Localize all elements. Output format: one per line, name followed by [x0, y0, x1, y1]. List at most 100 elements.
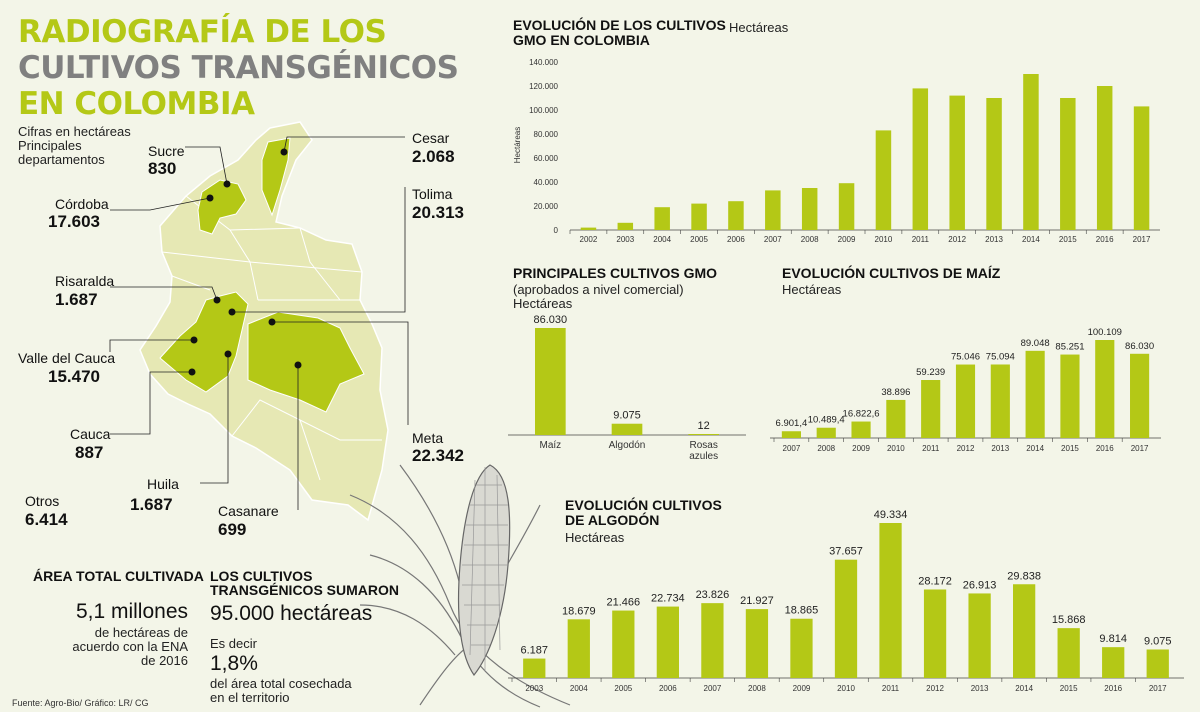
- maiz-bar: [851, 421, 871, 438]
- sumaron-desc-1: del área total cosechada: [210, 676, 352, 691]
- area-total-value: 5,1 millones: [75, 600, 188, 623]
- dept-casanare-value: 699: [218, 520, 247, 539]
- maiz-bar: [955, 364, 976, 438]
- dept-cesar-value: 2.068: [412, 147, 455, 166]
- algodon-bar: [745, 609, 769, 678]
- principales-bar: [611, 423, 643, 435]
- sumaron-es-decir: Es decir: [210, 636, 257, 651]
- algodon-bar: [1146, 649, 1169, 678]
- maiz-x-label: 2013: [991, 444, 1009, 453]
- gmo-bar: [949, 95, 965, 230]
- maiz-x-label: 2015: [1061, 444, 1079, 453]
- gmo-ytick-label: 60.000: [534, 154, 559, 163]
- principales-x-label: Rosas: [689, 440, 717, 451]
- principales-x-label: Algodón: [609, 440, 646, 451]
- area-total-title: ÁREA TOTAL CULTIVADA: [33, 568, 204, 584]
- algodon-data-label: 22.734: [651, 593, 685, 605]
- gmo-bar: [1133, 106, 1150, 230]
- sumaron-desc-2: en el territorio: [210, 690, 290, 705]
- maiz-bar: [1095, 340, 1115, 438]
- dept-valle-name: Valle del Cauca: [18, 350, 116, 366]
- maiz-x-label: 2010: [887, 444, 905, 453]
- gmo-ylabel: Hectáreas: [513, 127, 522, 163]
- dept-casanare-name: Casanare: [218, 503, 279, 519]
- gmo-bar: [765, 190, 781, 230]
- dept-valle-value: 15.470: [48, 367, 100, 386]
- algodon-data-label: 9.075: [1144, 635, 1172, 647]
- gmo-ytick-label: 20.000: [534, 202, 559, 211]
- area-total-desc-3: de 2016: [141, 653, 188, 668]
- principales-unit: Hectáreas: [513, 296, 573, 311]
- dept-cauca-value: 887: [75, 443, 104, 462]
- algodon-data-label: 23.826: [696, 589, 730, 601]
- gmo-bar: [617, 222, 634, 230]
- gmo-bar: [580, 227, 597, 230]
- dept-tolima-name: Tolima: [412, 186, 453, 202]
- algodon-chart: 6.187 2003 18.679 2004 21.466 2005 22.734 2006 2…: [508, 509, 1184, 693]
- algodon-x-label: 2013: [971, 684, 989, 693]
- algodon-bar: [1057, 628, 1080, 678]
- algodon-data-label: 6.187: [521, 645, 549, 657]
- maiz-x-label: 2012: [957, 444, 975, 453]
- gmo-x-label: 2017: [1133, 235, 1151, 244]
- algodon-bar: [968, 593, 991, 678]
- algodon-data-label: 15.868: [1052, 614, 1086, 626]
- gmo-x-label: 2016: [1096, 235, 1114, 244]
- gmo-x-label: 2011: [912, 235, 930, 244]
- title-line3: EN COLOMBIA: [18, 86, 255, 122]
- title-line2: CULTIVOS TRANSGÉNICOS: [18, 50, 459, 86]
- dept-huila-name: Huila: [147, 476, 179, 492]
- dept-sucre-value: 830: [148, 159, 177, 178]
- maiz-title: EVOLUCIÓN CULTIVOS DE MAÍZ: [782, 265, 1001, 281]
- maiz-data-label: 10.489,4: [808, 415, 845, 426]
- gmo-ytick-label: 40.000: [534, 178, 559, 187]
- maiz-chart: 6.901,4 2007 10.489,4 2008 16.822,6 2009 38.89…: [770, 327, 1161, 453]
- gmo-x-label: 2015: [1059, 235, 1077, 244]
- algodon-x-label: 2014: [1015, 684, 1033, 693]
- gmo-bar: [838, 183, 855, 230]
- algodon-data-label: 29.838: [1007, 570, 1041, 582]
- algodon-bar: [1102, 647, 1125, 678]
- maiz-bar: [921, 380, 941, 438]
- colombia-map: [109, 121, 409, 522]
- gmo-bar: [1060, 98, 1076, 230]
- gmo-x-label: 2007: [764, 235, 782, 244]
- maiz-data-label: 75.046: [951, 352, 980, 363]
- algodon-data-label: 26.913: [963, 579, 997, 591]
- algodon-bar: [923, 589, 947, 678]
- source-note: Fuente: Agro-Bio/ Gráfico: LR/ CG: [12, 698, 149, 708]
- algodon-x-label: 2008: [748, 684, 766, 693]
- principales-x-label: Maíz: [539, 440, 561, 451]
- gmo-bar: [912, 88, 929, 231]
- sumaron-value: 95.000 hectáreas: [210, 602, 373, 625]
- algodon-data-label: 9.814: [1099, 633, 1127, 645]
- maiz-x-label: 2017: [1131, 444, 1149, 453]
- principales-title: PRINCIPALES CULTIVOS GMO: [513, 265, 718, 281]
- gmo-ytick-label: 100.000: [529, 106, 558, 115]
- area-total-desc-1: de hectáreas de: [94, 625, 188, 640]
- algodon-data-label: 18.679: [562, 605, 596, 617]
- maiz-x-label: 2008: [817, 444, 835, 453]
- gmo-x-label: 2014: [1022, 235, 1040, 244]
- gmo-bar: [1023, 74, 1039, 230]
- sumaron-title-2: TRANSGÉNICOS SUMARON: [210, 582, 400, 598]
- gmo-x-label: 2008: [801, 235, 819, 244]
- algodon-bar: [523, 658, 546, 678]
- algodon-bar: [701, 603, 724, 678]
- algodon-bar: [879, 523, 902, 678]
- gmo-x-label: 2005: [690, 235, 708, 244]
- dept-cesar-name: Cesar: [412, 130, 450, 146]
- gmo-ytick-label: 0: [554, 226, 559, 235]
- dept-meta-value: 22.342: [412, 446, 464, 465]
- algodon-data-label: 49.334: [874, 509, 908, 521]
- algodon-unit: Hectáreas: [565, 530, 625, 545]
- gmo-x-label: 2013: [985, 235, 1003, 244]
- algodon-bar: [567, 619, 590, 678]
- gmo-ytick-label: 80.000: [534, 130, 559, 139]
- algodon-x-label: 2015: [1060, 684, 1078, 693]
- gmo-bar: [801, 188, 818, 230]
- algodon-data-label: 21.927: [740, 595, 774, 607]
- gmo-x-label: 2003: [616, 235, 634, 244]
- gmo-bar: [1096, 86, 1113, 230]
- gmo-title-2: GMO EN COLOMBIA: [513, 32, 650, 48]
